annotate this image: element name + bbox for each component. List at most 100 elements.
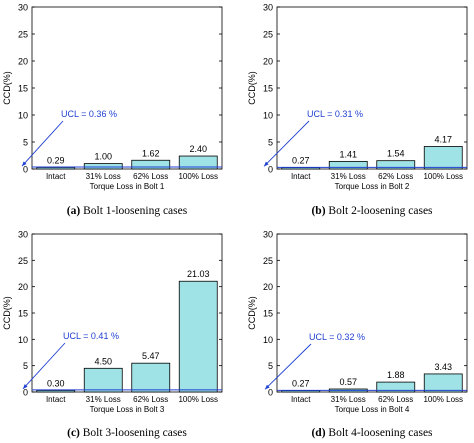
x-tick-label-2: 31% Loss <box>331 395 366 404</box>
y-tick-label: 20 <box>18 57 28 67</box>
x-axis-label: Torque Loss in Bolt 1 <box>90 182 165 191</box>
x-axis-label: Torque Loss in Bolt 4 <box>335 405 410 414</box>
y-tick-label: 5 <box>268 138 273 148</box>
bar-4 <box>178 280 218 393</box>
panel-caption: (b) Bolt 2-loosening cases <box>311 205 433 217</box>
y-tick-label: 0 <box>23 165 28 175</box>
bar-2 <box>83 163 123 170</box>
bar-3 <box>131 362 171 393</box>
caption-text: Bolt 3-loosening cases <box>80 427 188 439</box>
ucl-label: UCL = 0.31 % <box>307 109 363 119</box>
x-tick-label-3: 62% Loss <box>133 395 168 404</box>
data-label-2: 1.41 <box>339 149 357 159</box>
x-tick-label-4: 100% Loss <box>178 172 218 181</box>
y-tick-label: 25 <box>263 256 273 266</box>
bar-1 <box>36 167 76 170</box>
caption-text: Bolt 2-loosening cases <box>326 205 434 217</box>
ucl-arrow-line <box>22 342 66 390</box>
x-tick-label-1: Intact <box>46 172 66 181</box>
y-axis-label: CCD(%) <box>247 296 257 330</box>
x-tick-label-3: 62% Loss <box>378 172 413 181</box>
data-label-4: 21.03 <box>187 269 210 279</box>
y-tick-label: 5 <box>268 361 273 371</box>
y-tick-label: 10 <box>18 335 28 345</box>
x-axis-label: Torque Loss in Bolt 2 <box>335 182 410 191</box>
y-tick-label: 30 <box>263 3 273 13</box>
data-label-1: 0.29 <box>47 155 65 165</box>
y-axis-label: CCD(%) <box>247 71 257 105</box>
data-label-3: 1.88 <box>387 370 405 380</box>
x-tick-label-2: 31% Loss <box>86 395 121 404</box>
bar-4 <box>423 146 463 170</box>
data-label-2: 0.57 <box>339 377 357 387</box>
y-tick-label: 30 <box>18 230 28 240</box>
x-tick-label-3: 62% Loss <box>378 395 413 404</box>
axes-frame <box>276 6 468 170</box>
y-tick-label: 25 <box>18 30 28 40</box>
y-tick-label: 0 <box>23 388 28 398</box>
x-tick-label-4: 100% Loss <box>423 172 463 181</box>
caption-text: Bolt 4-loosening cases <box>326 427 434 439</box>
chart-panel-2: 0 5 10 15 20 25 30 CCD(%) 0.27 Intact 1.41 31% Loss… <box>247 3 468 217</box>
ucl-arrow-head <box>264 161 269 167</box>
y-tick-label: 10 <box>18 111 28 121</box>
y-tick-label: 20 <box>263 57 273 67</box>
y-tick-label: 15 <box>263 309 273 319</box>
chart-panel-3: 0 5 10 15 20 25 30 CCD(%) 0.30 Intact 4.50 31% Loss… <box>2 230 223 439</box>
y-tick-label: 15 <box>263 84 273 94</box>
chart-panel-1: 0 5 10 15 20 25 30 CCD(%) 0.29 Intact 1.00 31% Loss… <box>2 3 223 217</box>
x-tick-label-4: 100% Loss <box>178 395 218 404</box>
y-tick-label: 15 <box>18 309 28 319</box>
ucl-label: UCL = 0.36 % <box>61 109 117 119</box>
y-tick-label: 5 <box>23 138 28 148</box>
data-label-4: 4.17 <box>434 134 452 144</box>
x-tick-label-4: 100% Loss <box>423 395 463 404</box>
data-label-1: 0.30 <box>47 378 65 388</box>
x-tick-label-3: 62% Loss <box>133 172 168 181</box>
y-tick-label: 0 <box>268 388 273 398</box>
y-axis-label: CCD(%) <box>2 71 12 105</box>
y-tick-label: 10 <box>263 111 273 121</box>
ucl-label: UCL = 0.41 % <box>63 331 119 341</box>
data-label-4: 3.43 <box>434 362 452 372</box>
x-tick-label-2: 31% Loss <box>331 172 366 181</box>
y-tick-label: 15 <box>18 84 28 94</box>
data-label-3: 1.62 <box>142 148 160 158</box>
bar-3 <box>131 159 171 170</box>
y-tick-label: 20 <box>18 282 28 292</box>
bar-3 <box>376 160 416 170</box>
ucl-label: UCL = 0.32 % <box>309 332 365 342</box>
y-tick-label: 25 <box>263 30 273 40</box>
data-label-2: 1.00 <box>94 152 112 162</box>
y-axis-label: CCD(%) <box>2 296 12 330</box>
chart-panel-4: 0 5 10 15 20 25 30 CCD(%) 0.27 Intact 0.57 31% Loss… <box>247 230 468 439</box>
panel-caption: (a) Bolt 1-loosening cases <box>67 205 188 217</box>
y-tick-label: 30 <box>263 230 273 240</box>
y-tick-label: 0 <box>268 165 273 175</box>
bar-1 <box>36 390 76 393</box>
y-tick-label: 20 <box>263 282 273 292</box>
y-tick-label: 25 <box>18 256 28 266</box>
data-label-3: 1.54 <box>387 149 405 159</box>
data-label-1: 0.27 <box>292 156 310 166</box>
caption-text: Bolt 1-loosening cases <box>80 205 188 217</box>
caption-letter: (b) <box>311 205 325 217</box>
panel-caption: (d) Bolt 4-loosening cases <box>311 427 433 439</box>
data-label-1: 0.27 <box>292 379 310 389</box>
ucl-arrow-line <box>264 343 312 390</box>
caption-letter: (d) <box>311 427 325 439</box>
bar-3 <box>376 381 416 393</box>
x-axis-label: Torque Loss in Bolt 3 <box>90 405 165 414</box>
bar-4 <box>423 373 463 393</box>
x-tick-label-1: Intact <box>291 172 311 181</box>
panel-caption: (c) Bolt 3-loosening cases <box>67 427 187 439</box>
x-tick-label-2: 31% Loss <box>86 172 121 181</box>
caption-letter: (c) <box>67 427 80 439</box>
ucl-arrow-head <box>265 384 270 390</box>
x-tick-label-1: Intact <box>46 395 66 404</box>
bar-2 <box>83 367 123 393</box>
data-label-2: 4.50 <box>94 356 112 366</box>
caption-letter: (a) <box>67 205 81 217</box>
y-tick-label: 5 <box>23 361 28 371</box>
